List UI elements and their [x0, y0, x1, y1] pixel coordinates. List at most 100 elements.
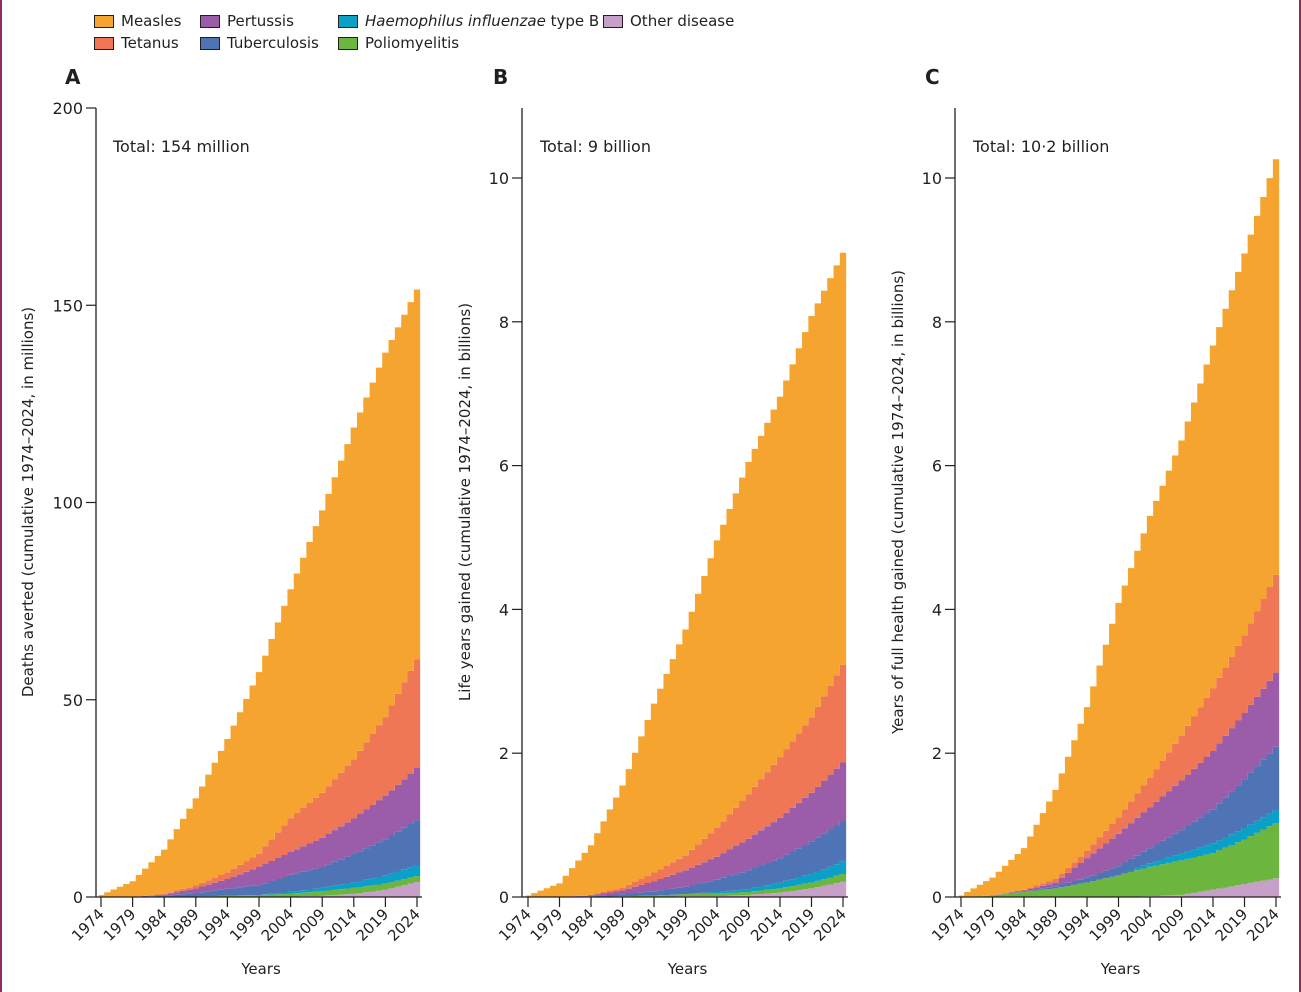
y-tick-label: 200 [52, 99, 83, 118]
area-tuberculosis [525, 821, 847, 897]
y-tick-label: 50 [63, 691, 83, 710]
x-axis-title: Years [667, 960, 708, 978]
area-polio [525, 873, 847, 897]
x-tick-label: 1979 [960, 905, 1000, 945]
x-tick-label: 2004 [684, 905, 724, 945]
x-tick-label: 1994 [194, 905, 234, 945]
x-tick-label: 1984 [131, 905, 171, 945]
x-tick-label: 2024 [1243, 905, 1283, 945]
stacked-areas [525, 252, 847, 897]
x-tick-label: 1974 [928, 905, 968, 945]
legend-swatch-tuberculosis [200, 36, 220, 50]
x-tick-label: 2019 [352, 905, 392, 945]
x-axis-title: Years [1100, 960, 1141, 978]
chart-panel-c: 0246810197419791984198919941999200420092… [889, 65, 1283, 978]
area-measles [958, 159, 1280, 897]
x-tick-label: 1999 [1086, 905, 1126, 945]
y-tick-label: 150 [52, 296, 83, 315]
y-tick-label: 0 [499, 888, 509, 907]
legend-label: Tuberculosis [227, 34, 319, 52]
legend-label: Poliomyelitis [365, 34, 460, 52]
area-other [958, 878, 1280, 897]
y-tick-label: 100 [52, 494, 83, 513]
x-tick-label: 1999 [653, 905, 693, 945]
x-tick-label: 2004 [258, 905, 298, 945]
x-tick-label: 2004 [1117, 905, 1157, 945]
area-polio [98, 876, 421, 897]
legend-swatch-hib [338, 14, 358, 28]
y-tick-label: 6 [499, 457, 509, 476]
y-tick-label: 2 [932, 744, 942, 763]
legend-label: Tetanus [121, 34, 179, 52]
area-polio [958, 822, 1280, 897]
area-hib [98, 865, 421, 897]
y-tick-label: 4 [932, 600, 942, 619]
y-axis-title: Deaths averted (cumulative 1974–2024, in… [19, 307, 37, 697]
y-tick-label: 2 [499, 744, 509, 763]
chart-total-title: Total: 9 billion [539, 137, 651, 156]
x-tick-label: 2014 [321, 905, 361, 945]
x-tick-label: 1989 [163, 905, 203, 945]
y-tick-label: 6 [932, 457, 942, 476]
x-tick-label: 2024 [384, 905, 424, 945]
x-tick-label: 2019 [1212, 905, 1252, 945]
x-tick-label: 2014 [1180, 905, 1220, 945]
y-tick-label: 0 [73, 888, 83, 907]
y-tick-label: 8 [932, 313, 942, 332]
area-tuberculosis [958, 746, 1280, 897]
x-tick-label: 1994 [621, 905, 661, 945]
area-pertussis [525, 762, 847, 897]
x-tick-label: 2009 [716, 905, 756, 945]
legend-label: Haemophilus influenzae type B [365, 12, 600, 30]
legend-item-pertussis: Pertussis [200, 12, 294, 30]
area-tetanus [98, 659, 421, 897]
x-tick-label: 1989 [590, 905, 630, 945]
legend-item-polio: Poliomyelitis [338, 34, 459, 52]
legend-label: Measles [121, 12, 182, 30]
stacked-areas [98, 289, 421, 898]
legend-swatch-measles [94, 14, 114, 28]
legend-swatch-polio [338, 36, 358, 50]
legend-swatch-pertussis [200, 14, 220, 28]
y-axis-title: Years of full health gained (cumulative … [889, 270, 907, 735]
y-tick-label: 8 [499, 313, 509, 332]
x-tick-label: 1979 [527, 905, 567, 945]
x-tick-label: 1974 [495, 905, 535, 945]
x-tick-label: 2019 [779, 905, 819, 945]
x-tick-label: 2024 [810, 905, 850, 945]
chart-total-title: Total: 154 million [112, 137, 250, 156]
legend-label: Pertussis [227, 12, 294, 30]
panel-letter: C [925, 65, 940, 89]
area-hib [525, 861, 847, 897]
x-tick-label: 1999 [226, 905, 266, 945]
x-tick-label: 1974 [68, 905, 108, 945]
chart-panel-b: 0246810197419791984198919941999200420092… [456, 65, 850, 978]
x-axis-title: Years [240, 960, 281, 978]
legend: Measles Tetanus Pertussis Tuberculosis Haemo… [94, 12, 794, 56]
x-tick-label: 2009 [289, 905, 329, 945]
x-tick-label: 1984 [991, 905, 1031, 945]
area-tetanus [525, 664, 847, 897]
legend-swatch-other [603, 14, 623, 28]
area-pertussis [98, 768, 421, 897]
page-border-right [1299, 0, 1301, 992]
page-border-left [0, 0, 2, 992]
area-other [525, 881, 847, 897]
x-tick-label: 1989 [1023, 905, 1063, 945]
x-tick-label: 1994 [1054, 905, 1094, 945]
legend-item-hib: Haemophilus influenzae type B [338, 12, 599, 30]
x-tick-label: 2009 [1149, 905, 1189, 945]
y-axis-title: Life years gained (cumulative 1974–2024,… [456, 303, 474, 701]
chart-total-title: Total: 10·2 billion [972, 137, 1109, 156]
chart-panel-a: 0 50 100 150 200 1974197919841989199419992004… [19, 65, 424, 978]
x-tick-label: 1979 [100, 905, 140, 945]
x-tick-label: 1984 [558, 905, 598, 945]
legend-item-tetanus: Tetanus [94, 34, 179, 52]
x-tick-label: 2014 [747, 905, 787, 945]
legend-swatch-tetanus [94, 36, 114, 50]
area-measles [525, 252, 847, 897]
y-tick-label: 0 [932, 888, 942, 907]
area-tetanus [958, 574, 1280, 897]
panel-letter: B [493, 65, 508, 89]
